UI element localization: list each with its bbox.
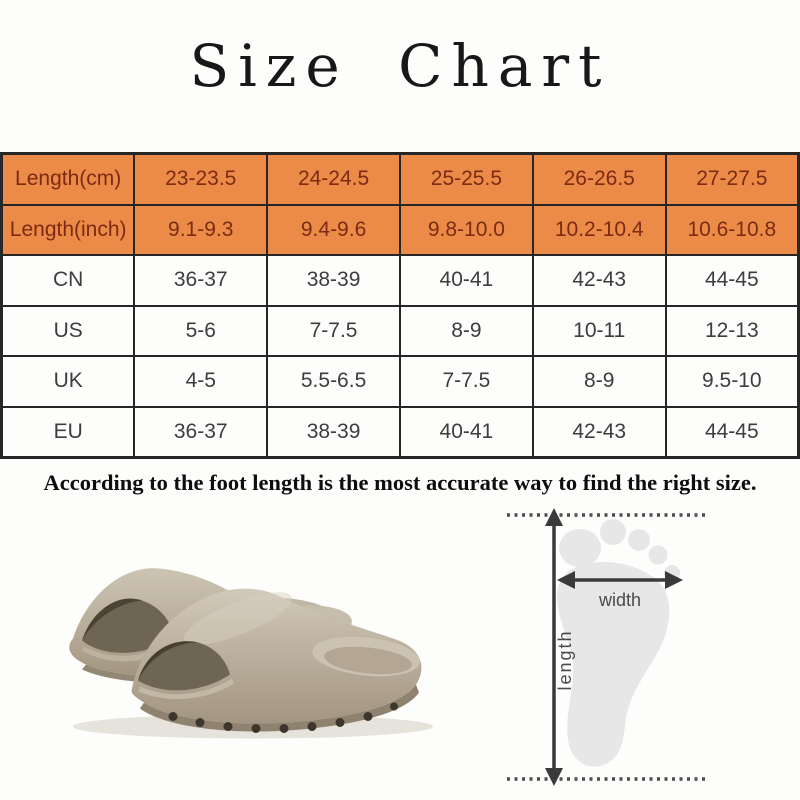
front-slipper — [131, 588, 422, 733]
table-cell: 24-24.5 — [266, 152, 401, 206]
table-cell: 42-43 — [531, 405, 667, 459]
length-label: length — [555, 629, 575, 690]
table-row-us: US 5-6 7-7.5 8-9 10-11 12-13 — [0, 304, 800, 357]
table-cell: 10.6-10.8 — [664, 203, 800, 256]
page-title: Size Chart — [189, 32, 611, 100]
row-header-cell: CN — [0, 254, 136, 307]
table-cell: 9.8-10.0 — [398, 203, 534, 256]
table-cell: 42-43 — [531, 254, 667, 307]
row-header-cell: US — [0, 304, 136, 357]
sole-tread — [168, 702, 398, 733]
table-row-uk: UK 4-5 5.5-6.5 7-7.5 8-9 9.5-10 — [0, 355, 800, 408]
row-header-cell: EU — [0, 405, 136, 459]
foot-measure-diagram: width length — [507, 508, 707, 786]
table-cell: 36-37 — [133, 254, 269, 307]
table-cell: 27-27.5 — [664, 152, 800, 206]
table-cell: 12-13 — [664, 304, 800, 357]
table-cell: 38-39 — [266, 405, 401, 459]
table-row-eu: EU 36-37 38-39 40-41 42-43 44-45 — [0, 405, 800, 459]
row-header-cell: Length(inch) — [0, 203, 136, 256]
table-cell: 8-9 — [398, 304, 534, 357]
table-cell: 9.4-9.6 — [266, 203, 401, 256]
table-cell: 5.5-6.5 — [266, 355, 401, 408]
table-row-cn: CN 36-37 38-39 40-41 42-43 44-45 — [0, 254, 800, 307]
table-cell: 40-41 — [398, 254, 534, 307]
table-row-length-inch: Length(inch) 9.1-9.3 9.4-9.6 9.8-10.0 10… — [0, 203, 800, 256]
table-cell: 10.2-10.4 — [531, 203, 667, 256]
size-chart-table: Length(cm) 23-23.5 24-24.5 25-25.5 26-26… — [0, 152, 800, 459]
table-cell: 26-26.5 — [531, 152, 667, 206]
note-text: According to the foot length is the most… — [43, 470, 757, 495]
table-cell: 44-45 — [664, 254, 800, 307]
table-cell: 25-25.5 — [398, 152, 534, 206]
table-cell: 36-37 — [133, 405, 269, 459]
table-cell: 9.5-10 — [664, 355, 800, 408]
table-cell: 7-7.5 — [398, 355, 534, 408]
table-cell: 7-7.5 — [266, 304, 401, 357]
table-cell: 40-41 — [398, 405, 534, 459]
table-cell: 5-6 — [133, 304, 269, 357]
width-arrow-icon — [557, 571, 683, 589]
table-cell: 23-23.5 — [133, 152, 269, 206]
length-arrow-icon — [545, 508, 563, 786]
table-cell: 38-39 — [266, 254, 401, 307]
table-cell: 4-5 — [133, 355, 269, 408]
table-cell: 8-9 — [531, 355, 667, 408]
table-cell: 44-45 — [664, 405, 800, 459]
table-cell: 9.1-9.3 — [133, 203, 269, 256]
row-header-cell: UK — [0, 355, 136, 408]
row-header-cell: Length(cm) — [0, 152, 136, 206]
slippers-image — [69, 568, 433, 739]
table-cell: 10-11 — [531, 304, 667, 357]
footprint-graphic — [557, 519, 680, 767]
width-label: width — [598, 590, 641, 610]
table-row-length-cm: Length(cm) 23-23.5 24-24.5 25-25.5 26-26… — [0, 152, 800, 206]
